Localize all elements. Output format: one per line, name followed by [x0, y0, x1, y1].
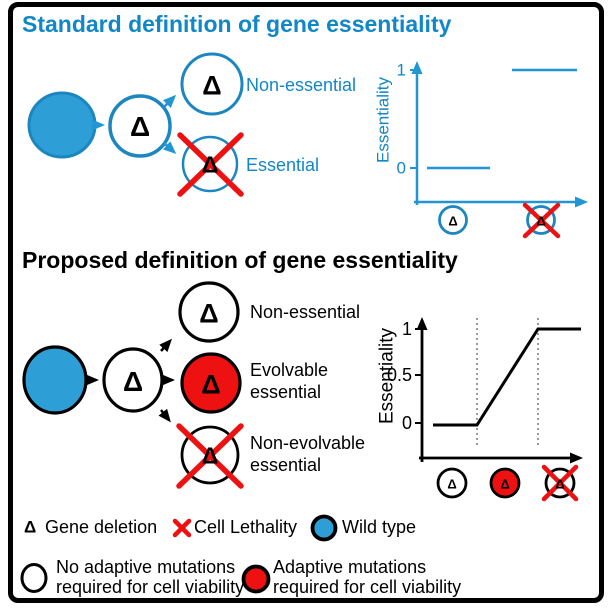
- evolvable-essential-delta: Δ: [201, 369, 221, 400]
- non-essential-cell: [178, 281, 240, 343]
- proposed-title: Proposed definition of gene essentiality: [22, 247, 458, 273]
- axis-icon-delta: Δ: [500, 476, 510, 492]
- x-icon-non-essential: [436, 467, 468, 499]
- wild-type-icon: [310, 514, 338, 542]
- no-adaptive-mutations-icon: [20, 563, 48, 593]
- standard-diagram: [27, 52, 244, 197]
- legend-wild-type-label: Wild type: [342, 517, 417, 537]
- proposed-diagram: [22, 281, 244, 489]
- x-icon-deletion-viable: [438, 205, 468, 235]
- legend-no-adaptive-line1: No adaptive mutations: [56, 557, 236, 577]
- gene-deletion-delta: Δ: [122, 366, 144, 397]
- cell-lethality-icon: [172, 518, 192, 538]
- x-icon-evolvable-essential: [489, 467, 521, 499]
- legend-adaptive-line1: Adaptive mutations: [273, 557, 427, 577]
- non-essential-delta: Δ: [199, 298, 219, 329]
- legend-cell-lethality-label: Cell Lethality: [194, 517, 298, 537]
- arrow-to-non-essential: [163, 94, 177, 108]
- axis-icon-delta: Δ: [448, 213, 458, 229]
- lethality-x-mark-small: [541, 464, 579, 502]
- essential-delta: Δ: [201, 151, 219, 178]
- lethality-x-mark: [177, 132, 244, 197]
- legend-no-adaptive-line2: required for cell viability: [56, 577, 245, 597]
- evolvable-essential-label-line1: Evolvable: [250, 360, 329, 380]
- axis-icon-delta: Δ: [536, 213, 546, 229]
- legend-shapes: [20, 514, 338, 594]
- legend-gene-deletion-label: Gene deletion: [45, 517, 158, 537]
- evolvable-essential-label-line2: essential: [250, 382, 322, 402]
- essentiality-curve: [433, 327, 581, 427]
- wild-type-cell: [22, 345, 88, 415]
- evolvable-essential-cell: [180, 352, 242, 414]
- figure-border: [8, 2, 604, 603]
- essential-label: Essential: [246, 155, 320, 175]
- axis-icon-delta: Δ: [555, 476, 565, 492]
- gene-deletion-cell: [108, 94, 172, 158]
- lethality-x-mark-small: [522, 202, 561, 239]
- standard-plot: [410, 61, 588, 239]
- non-evolvable-essential-label-line2: essential: [250, 455, 322, 475]
- proposed-plot-tick-0: 0: [401, 413, 412, 433]
- lethality-x-mark: [176, 423, 244, 489]
- adaptive-mutations-icon: [241, 564, 271, 594]
- non-essential-label: Non-essential: [246, 75, 357, 95]
- standard-title: Standard definition of gene essentiality: [22, 11, 452, 37]
- legend-adaptive-line2: required for cell viability: [273, 577, 462, 597]
- legend-adaptive-label: Adaptive mutations required for cell via…: [273, 557, 461, 597]
- proposed-plot-tick-05: 0.5: [386, 365, 412, 385]
- standard-plot-tick-0: 0: [396, 158, 406, 178]
- standard-plot-tick-1: 1: [396, 60, 406, 80]
- axis-icon-delta: Δ: [447, 476, 457, 492]
- arrow-to-essential: [162, 141, 177, 155]
- standard-plot-ylabel: Essentiality: [373, 77, 393, 163]
- gene-deletion-icon: Δ: [24, 517, 37, 537]
- arrow-to-non-evolvable-essential: [158, 408, 171, 423]
- proposed-plot: [415, 317, 583, 502]
- arrow-to-non-essential: [159, 338, 173, 353]
- non-essential-delta: Δ: [202, 70, 222, 101]
- legend-no-adaptive-label: No adaptive mutations required for cell …: [56, 557, 244, 597]
- non-evolvable-essential-label-line1: Non-evolvable: [250, 433, 366, 453]
- proposed-plot-tick-1: 1: [401, 319, 412, 339]
- non-essential-cell: [180, 52, 244, 116]
- wild-type-cell: [27, 91, 97, 159]
- gene-deletion-delta: Δ: [129, 111, 151, 142]
- non-evolvable-essential-delta: Δ: [201, 442, 219, 469]
- non-essential-label: Non-essential: [250, 302, 361, 322]
